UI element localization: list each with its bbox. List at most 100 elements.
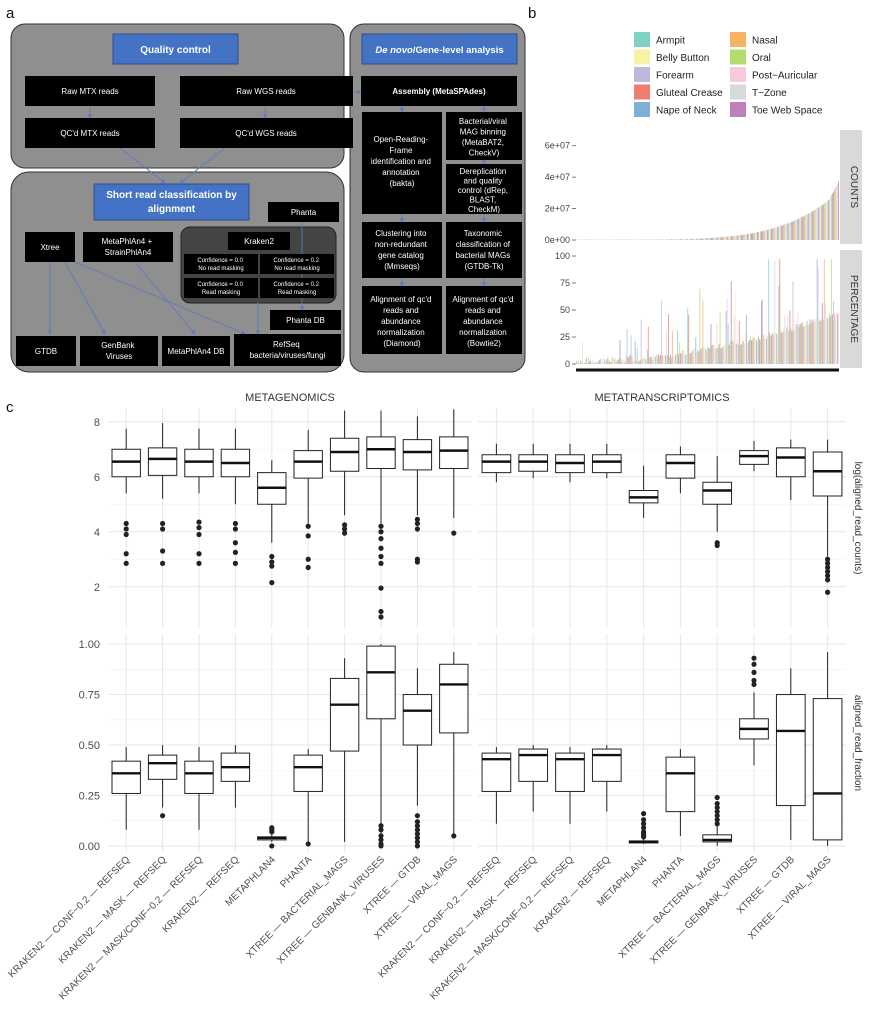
percentage-bar: [595, 361, 596, 364]
percentage-bar: [617, 360, 618, 364]
percentage-bar: [780, 331, 781, 364]
counts-bar: [753, 233, 754, 240]
counts-bar: [775, 228, 776, 240]
percentage-bar: [608, 360, 609, 364]
percentage-bar: [755, 338, 756, 364]
percentage-bar: [720, 312, 721, 364]
legend-swatch: [634, 50, 650, 65]
counts-bar: [716, 238, 717, 240]
percentage-bar: [801, 324, 802, 364]
percentage-bar: [806, 325, 807, 364]
percentage-tick-label: 100: [555, 251, 570, 261]
box-outlier: [233, 561, 238, 566]
facet-label-counts: COUNTS: [848, 166, 859, 209]
box-iqr: [776, 448, 805, 477]
counts-bar: [686, 239, 687, 240]
percentage-bar: [667, 355, 668, 364]
percentage-bar: [722, 347, 723, 364]
percentage-bar: [586, 358, 587, 364]
percentage-bar: [811, 324, 812, 364]
box-outlier: [306, 557, 311, 562]
orf-line: (bakta): [390, 179, 415, 188]
counts-bar: [666, 239, 667, 240]
x-tick-label: PHANTA: [651, 854, 687, 890]
y-tick-label: 8: [94, 417, 100, 429]
percentage-bar: [584, 363, 585, 364]
percentage-bar: [785, 333, 786, 364]
counts-bar: [720, 237, 721, 240]
percentage-bar: [749, 340, 750, 364]
percentage-bar: [752, 339, 753, 364]
percentage-bar: [580, 360, 581, 364]
node-genbank: GenBank Viruses: [80, 336, 158, 366]
counts-bar: [717, 238, 718, 240]
percentage-bar: [756, 341, 757, 364]
counts-bar: [672, 239, 673, 240]
counts-bar: [711, 238, 712, 240]
percentage-bar: [603, 361, 604, 364]
percentage-bar: [744, 344, 745, 364]
percentage-bar: [832, 315, 833, 364]
box-outlier: [715, 543, 720, 548]
orf-line: identification and: [371, 157, 431, 166]
box-iqr: [740, 451, 769, 465]
counts-bar: [743, 235, 744, 240]
counts-bar: [735, 236, 736, 240]
counts-bar: [734, 236, 735, 240]
box-iqr: [703, 482, 732, 504]
align-bowtie-line: normalization: [459, 328, 507, 337]
counts-bar: [718, 237, 719, 240]
box-outlier: [160, 548, 165, 553]
percentage-bar: [812, 320, 813, 364]
percentage-bar: [706, 351, 707, 364]
percentage-bar: [829, 314, 830, 364]
percentage-bar: [731, 281, 732, 364]
counts-bar: [688, 239, 689, 240]
counts-bar: [681, 239, 682, 240]
percentage-bar: [682, 350, 683, 364]
percentage-bar: [590, 360, 591, 364]
percentage-bar: [831, 259, 832, 364]
percentage-bar: [597, 362, 598, 364]
percentage-bar: [678, 354, 679, 364]
percentage-bar: [626, 356, 627, 364]
facet-label-percentage: PERCENTAGE: [848, 275, 859, 343]
percentage-bar: [622, 362, 623, 364]
counts-bar: [732, 236, 733, 240]
percentage-bar: [771, 335, 772, 364]
percentage-bar: [600, 359, 601, 364]
refseq-line: bacteria/viruses/fungi: [250, 351, 326, 360]
metaphlan-db-label: MetaPhlAn4 DB: [168, 347, 225, 356]
percentage-bar: [739, 321, 740, 364]
counts-tick-label: 2e+07: [545, 204, 570, 214]
percentage-bar: [676, 353, 677, 364]
box-outlier: [641, 811, 646, 816]
percentage-bar: [601, 363, 602, 364]
percentage-bar: [748, 341, 749, 364]
percentage-bar: [836, 312, 837, 364]
box-outlier: [306, 524, 311, 529]
counts-bar: [811, 212, 812, 240]
cluster-line: Clustering into: [375, 229, 427, 238]
legend-label: Armpit: [656, 36, 685, 47]
counts-bar: [691, 239, 692, 240]
percentage-bar: [717, 323, 718, 364]
counts-bar: [815, 210, 816, 240]
percentage-bar: [760, 340, 761, 364]
percentage-bar: [637, 348, 638, 364]
conf-line: Confidence = 0.2: [273, 282, 319, 288]
percentage-bar: [797, 324, 798, 364]
counts-bar: [771, 229, 772, 240]
percentage-bar: [674, 356, 675, 364]
box-outlier: [160, 521, 165, 526]
legend-label: Nasal: [752, 36, 778, 47]
box-iqr: [403, 695, 431, 745]
box-outlier: [378, 609, 383, 614]
counts-bar: [834, 190, 835, 240]
percentage-tick-label: 75: [560, 278, 570, 288]
counts-bar: [702, 238, 703, 240]
box-outlier: [825, 590, 830, 595]
percentage-bar: [802, 322, 803, 364]
counts-bar: [726, 237, 727, 240]
percentage-bar: [614, 359, 615, 364]
